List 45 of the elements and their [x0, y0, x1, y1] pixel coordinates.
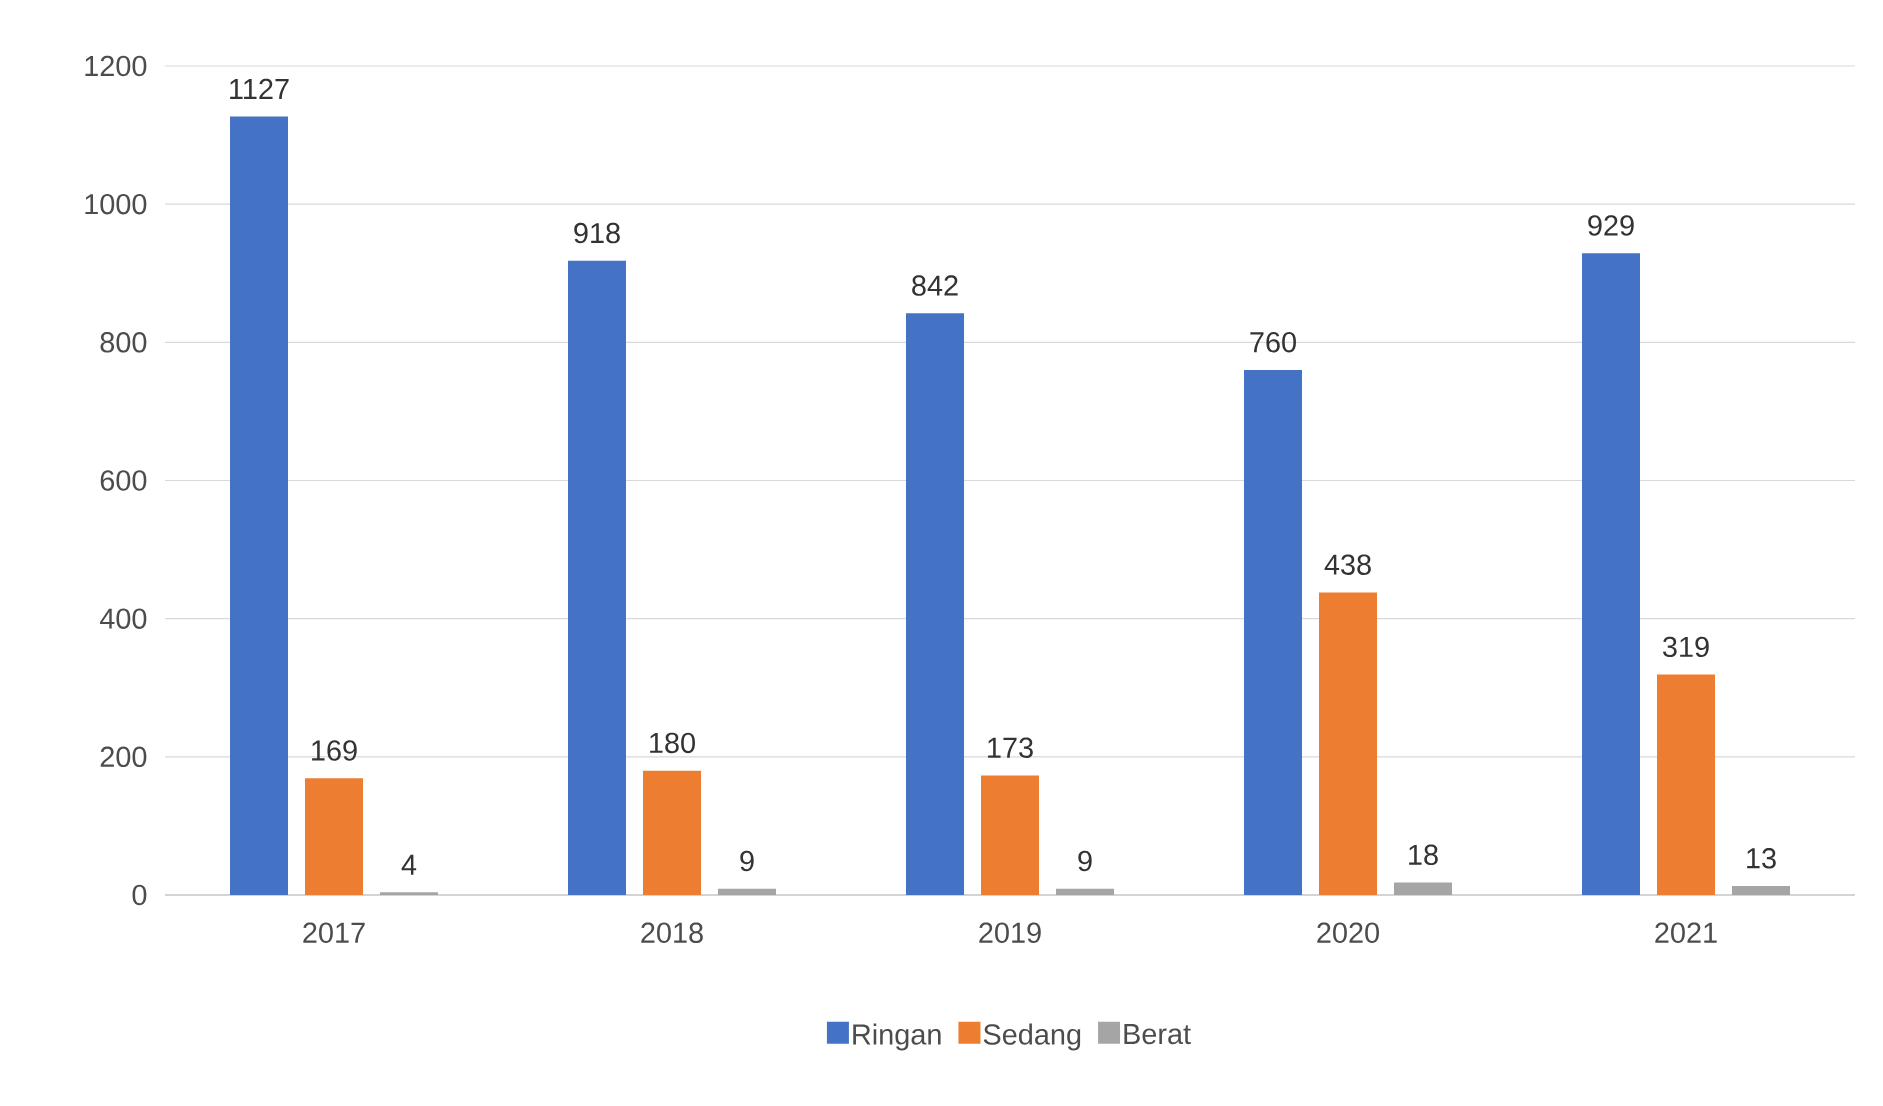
x-tick-label: 2020 — [1317, 922, 1379, 943]
y-tick-label: 600 — [100, 470, 147, 491]
x-tick-label: 2019 — [979, 922, 1041, 943]
bar — [718, 888, 776, 895]
y-tick-label: 1200 — [85, 55, 147, 77]
y-tick-label: 400 — [99, 608, 147, 629]
y-tick-label: 800 — [100, 332, 147, 353]
data-label: 760 — [1250, 331, 1296, 353]
data-label: 169 — [312, 740, 357, 761]
data-label: 1127 — [230, 78, 289, 99]
data-label: 918 — [574, 222, 620, 244]
bar — [1582, 253, 1640, 895]
data-label: 9 — [740, 850, 754, 872]
legend-label: Berat — [1124, 1024, 1191, 1045]
bar — [568, 260, 626, 895]
bar — [906, 313, 964, 895]
bar — [1056, 888, 1114, 895]
y-tick-label: 0 — [132, 884, 147, 906]
x-tick-label: 2018 — [641, 922, 703, 943]
legend-label: Sedang — [983, 1023, 1081, 1051]
data-label: 173 — [988, 737, 1033, 758]
y-tick-label: 1000 — [85, 193, 147, 215]
x-tick-label: 2021 — [1655, 922, 1717, 943]
data-label: 9 — [1078, 850, 1092, 872]
bar — [643, 770, 701, 895]
x-tick-label: 2017 — [303, 922, 365, 943]
bar — [380, 892, 438, 895]
data-label: 438 — [1324, 554, 1371, 575]
bar — [1657, 674, 1715, 895]
data-label: 13 — [1747, 848, 1776, 869]
data-label: 180 — [650, 732, 695, 754]
legend-label: Ringan — [853, 1023, 941, 1051]
bar — [1394, 882, 1452, 895]
data-label: 319 — [1663, 636, 1709, 658]
data-label: 18 — [1409, 844, 1438, 866]
data-label: 842 — [912, 275, 958, 296]
data-label: 4 — [401, 854, 417, 875]
bar — [1244, 369, 1302, 895]
bar — [981, 775, 1039, 895]
y-tick-label: 200 — [100, 746, 147, 768]
bar — [1732, 886, 1790, 895]
data-label: 929 — [1588, 215, 1634, 236]
bar — [230, 116, 288, 895]
bar — [305, 778, 363, 895]
bar — [1319, 592, 1377, 895]
